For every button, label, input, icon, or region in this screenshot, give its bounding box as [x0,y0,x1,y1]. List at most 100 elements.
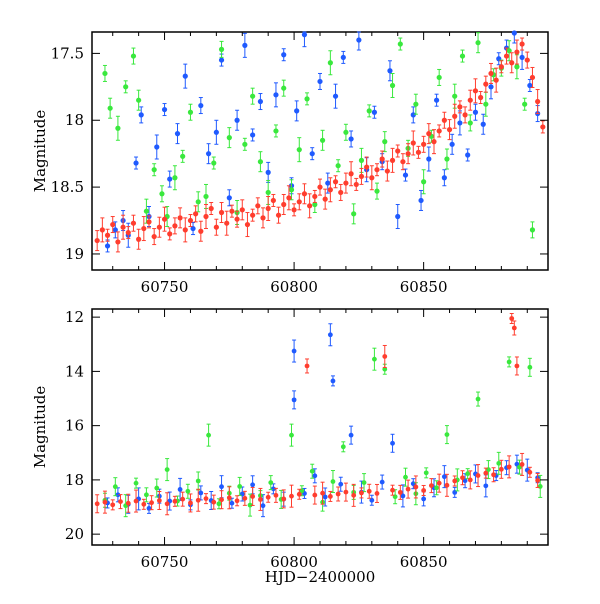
data-point [452,113,458,119]
data-point [361,480,367,486]
data-point [237,484,243,489]
data-point [459,53,466,59]
data-point [226,195,232,201]
data-point [242,42,248,48]
data-point [320,490,325,496]
data-point [452,93,458,99]
data-point [332,179,339,185]
data-point [185,488,191,494]
data-point [483,101,489,107]
data-point [374,491,380,496]
data-point [250,494,256,499]
data-point [441,474,447,480]
data-point [496,460,502,466]
data-point [219,484,224,490]
data-point [141,501,147,507]
data-point [250,482,256,488]
data-point [511,30,517,36]
data-point [338,481,344,487]
data-point [395,213,401,220]
data-point [296,199,302,205]
data-point [335,491,341,497]
data-point [154,144,160,150]
data-point [161,216,168,222]
data-point [203,213,209,220]
data-point [275,212,282,218]
data-point [224,220,230,226]
data-point [524,57,530,63]
data-point [289,432,294,438]
x-tick-label: 60800 [270,278,318,296]
data-point [211,499,217,505]
data-point [281,85,287,91]
data-point [483,483,489,489]
data-point [426,156,432,162]
data-point [514,363,520,369]
data-point [260,503,266,509]
data-point [102,499,108,505]
data-point [400,493,406,499]
data-point [188,500,193,506]
bottom-series-green [102,347,543,518]
data-point [195,497,201,503]
data-point [498,64,504,70]
data-point [198,490,204,496]
data-point [187,217,194,224]
data-point [110,502,116,508]
data-point [174,131,181,137]
data-point [514,49,520,55]
data-point [265,189,271,196]
data-point [488,84,494,90]
data-point [172,175,178,181]
data-point [457,120,463,126]
data-point [491,472,496,478]
data-point [244,221,251,228]
data-point [206,432,211,438]
y-tick-label: 18 [65,471,84,489]
data-point [410,112,416,118]
data-point [382,366,388,372]
data-point [343,129,349,135]
data-point [322,196,328,202]
data-point [125,229,131,236]
data-point [177,215,183,221]
data-point [519,462,525,467]
data-point [177,486,183,492]
data-point [348,432,354,438]
data-point [257,159,264,165]
data-point [322,494,328,500]
data-point [343,180,349,186]
data-point [369,497,375,503]
data-point [312,201,318,208]
data-point [527,364,533,370]
data-point [104,232,111,238]
data-point [112,484,118,490]
data-point [286,195,292,201]
data-point [431,139,437,145]
data-point [281,52,287,58]
data-point [402,172,409,178]
data-point [371,109,378,115]
data-point [449,141,455,147]
top-plot-frame [91,31,549,271]
data-point [94,237,100,244]
data-point [203,193,209,200]
data-point [309,151,315,157]
data-point [182,73,188,79]
data-point [312,473,318,479]
data-point [226,135,232,141]
data-point [415,149,422,155]
data-point [288,187,295,193]
data-point [366,108,372,114]
data-point [444,432,450,437]
data-point [475,396,481,402]
data-point [319,137,326,143]
data-point [268,480,274,486]
data-point [255,203,261,209]
data-point [327,187,333,193]
data-point [104,243,111,249]
data-point [390,487,395,493]
data-point [144,492,149,498]
data-point [143,208,150,214]
